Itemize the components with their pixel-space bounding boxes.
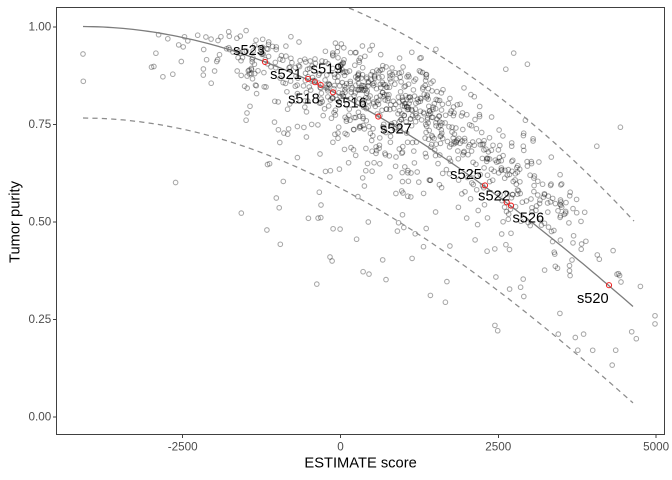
svg-text:0.00: 0.00 (29, 411, 52, 424)
svg-text:s523: s523 (233, 43, 265, 59)
svg-text:2500: 2500 (485, 440, 512, 453)
svg-text:0.25: 0.25 (29, 313, 52, 326)
svg-text:0.75: 0.75 (29, 118, 52, 131)
svg-text:s521: s521 (270, 67, 302, 83)
svg-text:1.00: 1.00 (29, 21, 52, 34)
svg-text:5000: 5000 (643, 440, 670, 453)
svg-text:-2500: -2500 (168, 440, 198, 453)
svg-text:s518: s518 (288, 91, 320, 107)
svg-text:ESTIMATE score: ESTIMATE score (304, 456, 416, 472)
svg-text:s522: s522 (478, 188, 510, 204)
svg-text:Tumor purity: Tumor purity (7, 180, 23, 263)
svg-text:0: 0 (337, 440, 344, 453)
svg-text:s525: s525 (450, 167, 482, 183)
svg-text:s516: s516 (335, 96, 367, 112)
svg-text:s519: s519 (311, 61, 343, 77)
svg-text:s527: s527 (380, 121, 412, 137)
svg-text:s520: s520 (577, 291, 609, 307)
svg-text:0.50: 0.50 (29, 216, 52, 229)
svg-text:s526: s526 (512, 211, 544, 227)
